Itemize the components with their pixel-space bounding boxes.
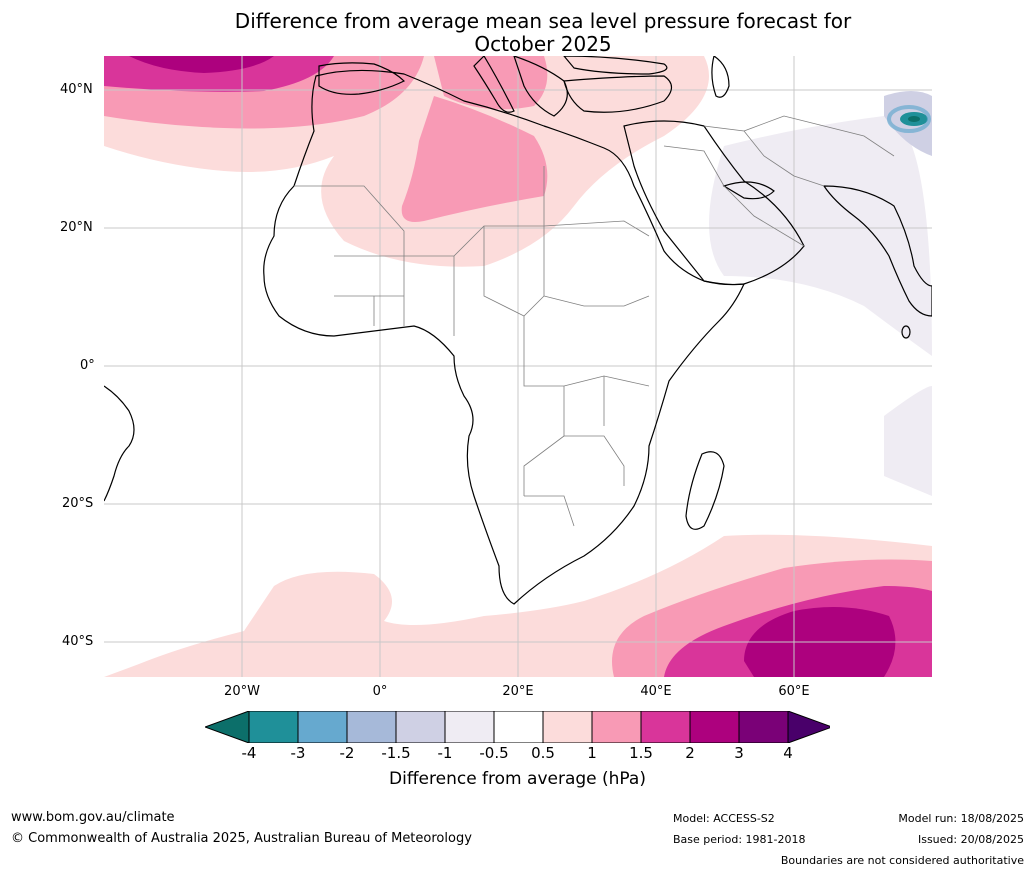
colorbar-box [591, 711, 642, 743]
colorbar-label: Difference from average (hPa) [389, 769, 646, 789]
title-line-1: Difference from average mean sea level p… [234, 9, 852, 33]
coastlines [104, 56, 932, 605]
india-coastline [822, 185, 932, 317]
iberia-coastline [318, 62, 406, 95]
anomaly-shading [104, 56, 932, 677]
colorbar-tick-label: 1 [587, 744, 597, 762]
country-borders [294, 115, 895, 527]
colorbar-tick-label: 4 [783, 744, 793, 762]
footer-model-run: Model run: 18/08/2025 [898, 812, 1024, 825]
colorbar-tick-label: 0.5 [531, 744, 555, 762]
colorbar-boxes [205, 711, 830, 743]
lon-label-40e: 40°E [640, 684, 672, 699]
balkans-coastline [513, 56, 568, 117]
italy-coastline [473, 56, 515, 113]
lat-label-40s: 40°S [62, 634, 94, 649]
colorbar-box [346, 711, 397, 743]
colorbar-tick-label: -1 [437, 744, 453, 762]
anomaly-region-neg-0.5-indian [884, 386, 932, 496]
footer-issued: Issued: 20/08/2025 [917, 833, 1024, 846]
lat-label-40n: 40°N [60, 82, 93, 97]
sri-lanka-coastline [901, 325, 911, 339]
anomaly-region-2-north [129, 56, 274, 73]
black-sea-coastline [563, 56, 668, 75]
arabia-coastline [623, 120, 805, 286]
colorbar-box [738, 711, 789, 743]
gridlines [104, 56, 932, 677]
colorbar-box [297, 711, 348, 743]
footer-base-period: Base period: 1981-2018 [673, 833, 806, 846]
south-america-coastline [104, 385, 135, 502]
africa-coastline [263, 69, 745, 605]
colorbar-tick-label: -1.5 [381, 744, 411, 762]
colorbar-tick-label: -4 [241, 744, 257, 762]
anomaly-region-neg-tibet-core-inner [908, 116, 920, 122]
colorbar [205, 711, 830, 743]
anomaly-region-neg-tibet-halo [887, 105, 931, 133]
colorbar-extend-high [787, 711, 830, 743]
map-svg [104, 56, 932, 677]
lon-label-20e: 20°E [502, 684, 534, 699]
anomaly-region-neg-0.5-asia [709, 116, 932, 356]
caspian-coastline [711, 56, 730, 98]
turkey-coastline [563, 75, 673, 113]
colorbar-box [248, 711, 299, 743]
colorbar-box [444, 711, 495, 743]
colorbar-tick-label: 1.5 [629, 744, 653, 762]
colorbar-box [542, 711, 593, 743]
colorbar-box [640, 711, 691, 743]
footer-disclaimer: Boundaries are not considered authoritat… [780, 854, 1024, 867]
anomaly-region-1-sahara [401, 96, 548, 222]
chart-title: Difference from average mean sea level p… [0, 10, 1035, 56]
colorbar-tick-label: -2 [339, 744, 355, 762]
colorbar-box [395, 711, 446, 743]
lat-label-20s: 20°S [62, 496, 94, 511]
colorbar-box [493, 711, 544, 743]
map-area [104, 56, 932, 677]
lat-label-0: 0° [80, 358, 95, 373]
footer-website[interactable]: www.bom.gov.au/climate [11, 810, 175, 825]
footer-copyright: © Commonwealth of Australia 2025, Austra… [11, 831, 472, 846]
footer-model: Model: ACCESS-S2 [673, 812, 775, 825]
title-line-2: October 2025 [474, 32, 612, 56]
lon-label-60e: 60°E [778, 684, 810, 699]
colorbar-tick-label: 2 [685, 744, 695, 762]
lon-label-0: 0° [372, 684, 388, 699]
colorbar-tick-label: -3 [290, 744, 306, 762]
lon-label-20w: 20°W [224, 684, 260, 699]
colorbar-tick-label: -0.5 [479, 744, 509, 762]
colorbar-box [689, 711, 740, 743]
madagascar-coastline [685, 451, 725, 530]
lat-label-20n: 20°N [60, 220, 93, 235]
colorbar-extend-low [205, 711, 250, 743]
persian-gulf-coastline [722, 181, 775, 200]
colorbar-tick-label: 3 [734, 744, 744, 762]
